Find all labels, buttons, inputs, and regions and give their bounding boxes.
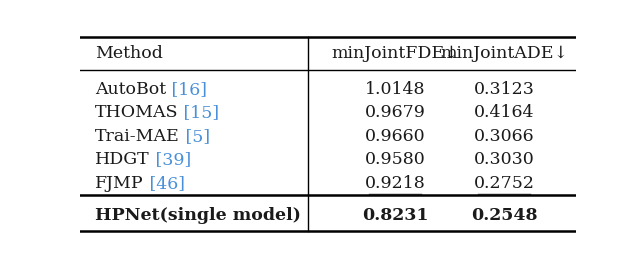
Text: 0.9660: 0.9660: [365, 128, 425, 145]
Text: 0.9679: 0.9679: [365, 105, 426, 121]
Text: THOMAS: THOMAS: [95, 105, 179, 121]
Text: AutoBot: AutoBot: [95, 81, 166, 98]
Text: minJointFDE↓: minJointFDE↓: [331, 45, 459, 62]
Text: HDGT: HDGT: [95, 151, 150, 168]
Text: minJointADE↓: minJointADE↓: [440, 45, 568, 62]
Text: 0.4164: 0.4164: [474, 105, 534, 121]
Text: 0.3123: 0.3123: [474, 81, 534, 98]
Text: [46]: [46]: [143, 175, 184, 192]
Text: [39]: [39]: [150, 151, 191, 168]
Text: [5]: [5]: [180, 128, 210, 145]
Text: FJMP: FJMP: [95, 175, 143, 192]
Text: 1.0148: 1.0148: [365, 81, 425, 98]
Text: 0.8231: 0.8231: [362, 207, 428, 224]
Text: HPNet(single model): HPNet(single model): [95, 207, 301, 224]
Text: 0.9218: 0.9218: [365, 175, 426, 192]
Text: 0.3066: 0.3066: [474, 128, 534, 145]
Text: 0.2548: 0.2548: [471, 207, 538, 224]
Text: [16]: [16]: [166, 81, 207, 98]
Text: 0.9580: 0.9580: [365, 151, 426, 168]
Text: 0.2752: 0.2752: [474, 175, 534, 192]
Text: Trai-MAE: Trai-MAE: [95, 128, 180, 145]
Text: [15]: [15]: [179, 105, 220, 121]
Text: 0.3030: 0.3030: [474, 151, 534, 168]
Text: Method: Method: [95, 45, 163, 62]
